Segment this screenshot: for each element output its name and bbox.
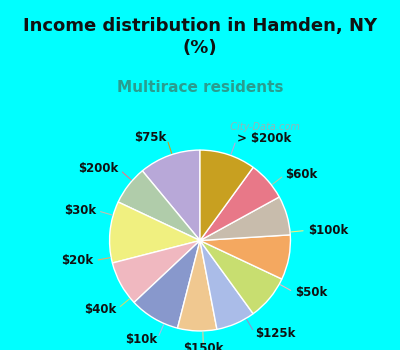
- Text: City-Data.com: City-Data.com: [224, 121, 300, 132]
- Text: Income distribution in Hamden, NY
(%): Income distribution in Hamden, NY (%): [23, 17, 377, 57]
- Text: $200k: $200k: [78, 162, 119, 175]
- Text: $100k: $100k: [308, 224, 348, 237]
- Wedge shape: [134, 240, 200, 328]
- Text: $50k: $50k: [295, 286, 327, 299]
- Text: $20k: $20k: [62, 254, 94, 267]
- Wedge shape: [200, 235, 290, 279]
- Wedge shape: [200, 240, 282, 314]
- Wedge shape: [200, 240, 253, 329]
- Text: > $200k: > $200k: [237, 132, 291, 145]
- Text: $10k: $10k: [125, 334, 157, 346]
- Wedge shape: [178, 240, 217, 331]
- Text: $75k: $75k: [134, 131, 166, 144]
- Wedge shape: [200, 167, 279, 240]
- Text: Multirace residents: Multirace residents: [117, 80, 283, 95]
- Wedge shape: [200, 197, 290, 240]
- Text: $30k: $30k: [64, 204, 96, 217]
- Text: $125k: $125k: [255, 327, 296, 340]
- Wedge shape: [112, 240, 200, 302]
- Text: $150k: $150k: [183, 342, 224, 350]
- Wedge shape: [142, 150, 200, 240]
- Wedge shape: [118, 171, 200, 240]
- Wedge shape: [200, 150, 253, 240]
- Text: $60k: $60k: [286, 168, 318, 181]
- Text: $40k: $40k: [84, 303, 116, 316]
- Wedge shape: [110, 202, 200, 263]
